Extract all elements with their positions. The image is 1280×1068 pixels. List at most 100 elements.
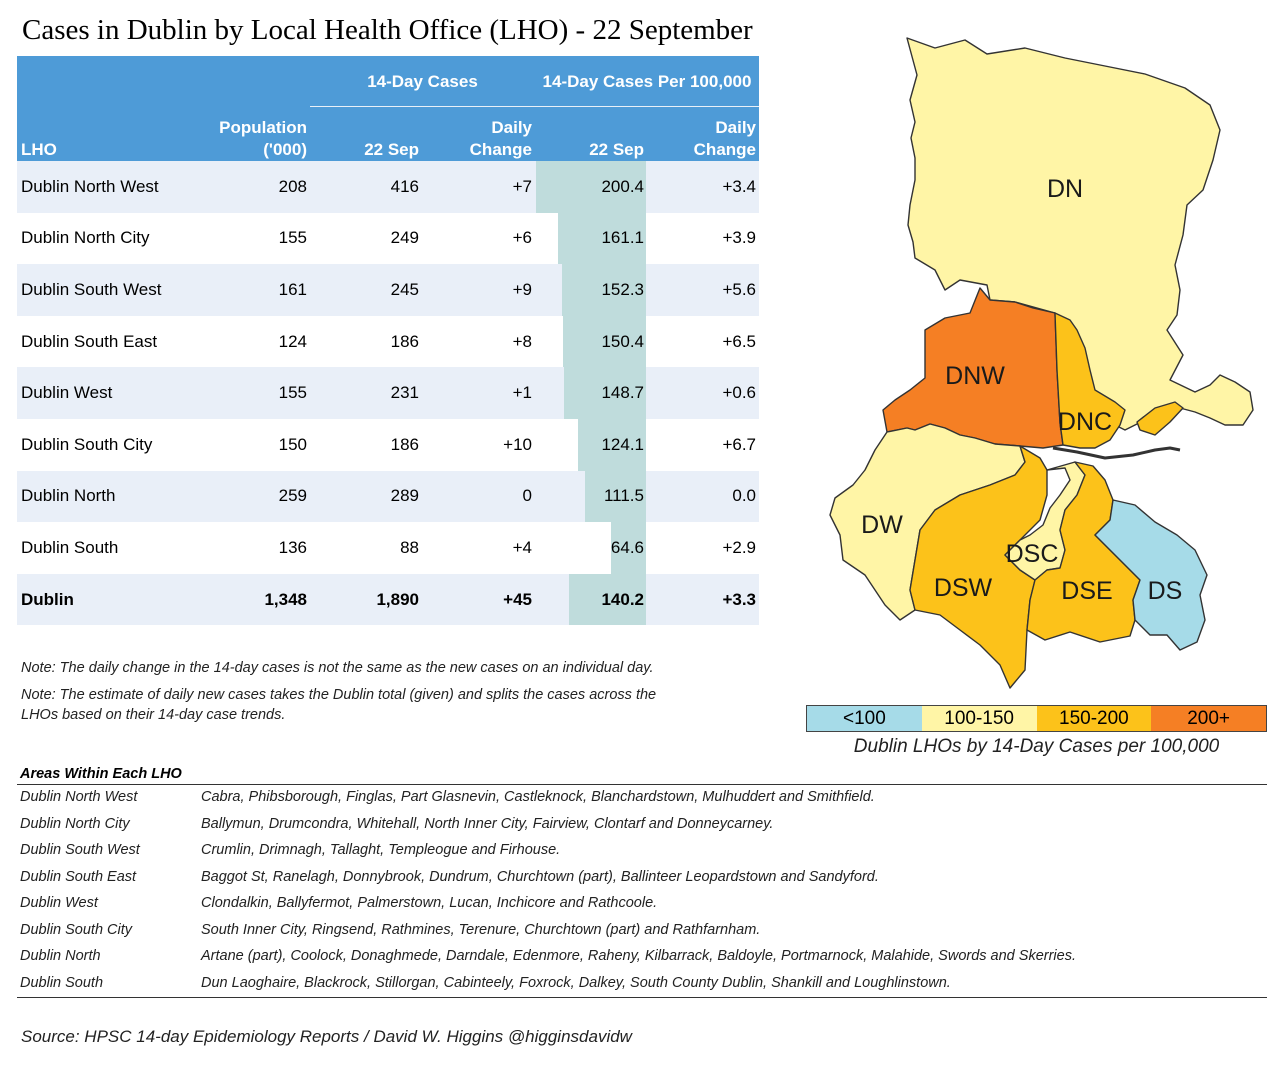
col-header-rate-change-2: Change [693, 140, 756, 159]
table-total-row: Dublin 1,348 1,890 +45 140.2 +3.3 [17, 573, 759, 626]
area-list-text: Artane (part), Coolock, Donaghmede, Darn… [201, 948, 1076, 964]
table-row: Dublin West 155 231 +1 148.7 +0.6 [17, 367, 759, 419]
rate-change-cell: +2.9 [722, 537, 756, 557]
areas-top-rule [17, 784, 1267, 785]
lho-cell: Dublin South West [21, 279, 162, 299]
cases-change-cell: +9 [512, 279, 532, 299]
population-cell: 259 [278, 486, 307, 506]
rate-bar [562, 264, 646, 316]
cases-cell: 88 [400, 537, 419, 557]
map-label-dn: DN [1047, 175, 1083, 203]
rate-change-cell: +6.7 [722, 434, 756, 454]
group-header-per100k: 14-Day Cases Per 100,000 [542, 72, 752, 91]
areas-heading: Areas Within Each LHO [20, 766, 182, 782]
cases-change-cell: +6 [512, 228, 532, 248]
cases-cell: 186 [390, 434, 419, 454]
col-header-cases-change-2: Change [469, 140, 532, 159]
table-row: Dublin South West 161 245 +9 152.3 +5.6 [17, 264, 759, 316]
source-credit: Source: HPSC 14-day Epidemiology Reports… [21, 1027, 632, 1046]
rate-change-cell: +5.6 [722, 279, 756, 299]
col-header-rate-change-1: Daily [715, 118, 756, 137]
note-estimate-line-1: Note: The estimate of daily new cases ta… [21, 687, 657, 703]
group-header-cases: 14-Day Cases [367, 72, 478, 91]
rate-cell: 140.2 [601, 589, 644, 609]
table-row: Dublin North West 208 416 +7 200.4 +3.4 [17, 161, 759, 213]
map-label-dnc: DNC [1058, 408, 1112, 436]
area-row: Dublin North West Cabra, Phibsborough, Fi… [20, 789, 1260, 809]
cases-cell: 416 [390, 176, 419, 196]
rate-cell: 64.6 [610, 537, 644, 557]
area-row: Dublin West Clondalkin, Ballyfermot, Palm… [20, 895, 1260, 915]
cases-cell: 186 [390, 331, 419, 351]
cases-change-cell: +7 [512, 176, 532, 196]
lho-cell: Dublin North [21, 486, 116, 506]
cases-cell: 245 [390, 279, 419, 299]
map-label-dsc: DSC [1006, 540, 1059, 568]
area-list-text: Baggot St, Ranelagh, Donnybrook, Dundrum… [201, 868, 879, 885]
col-header-rate-date: 22 Sep [589, 140, 644, 159]
rate-bar [577, 418, 646, 471]
col-header-cases-date: 22 Sep [364, 140, 419, 159]
note-daily-change: Note: The daily change in the 14-day cas… [21, 660, 654, 676]
rate-change-cell: +6.5 [722, 331, 756, 351]
area-lho-name: Dublin South East [20, 868, 137, 885]
area-lho-name: Dublin North City [20, 815, 130, 832]
map-label-dsw: DSW [934, 574, 993, 602]
area-lho-name: Dublin North [20, 948, 101, 964]
legend-item-200-plus: 200+ [1151, 706, 1266, 731]
col-header-lho: LHO [21, 140, 57, 159]
lho-cell: Dublin South East [21, 331, 158, 351]
map-region-dnc [1054, 312, 1184, 449]
area-list-text: Ballymun, Drumcondra, Whitehall, North I… [201, 815, 774, 832]
area-row: Dublin South Dun Laoghaire, Blackrock, St… [20, 975, 1260, 995]
cases-cell: 231 [390, 383, 419, 403]
lho-cell: Dublin [21, 589, 74, 609]
rate-change-cell: +3.3 [722, 589, 756, 609]
legend-item-100-150: 100-150 [921, 706, 1037, 731]
population-cell: 155 [278, 383, 307, 403]
map-region-dn [906, 37, 1254, 431]
rate-cell: 124.1 [601, 434, 644, 454]
table-row: Dublin South City 150 186 +10 124.1 +6.7 [17, 418, 759, 471]
map-label-dse: DSE [1061, 577, 1112, 605]
dublin-lho-map: DN DNW DNC DW DSC DSW DSE DS [829, 37, 1254, 689]
map-legend: <100 100-150 150-200 200+ [806, 705, 1267, 732]
table-row: Dublin North City 155 249 +6 161.1 +3.9 [17, 212, 759, 265]
area-row: Dublin North City Ballymun, Drumcondra, W… [20, 816, 1260, 836]
rate-bar [563, 315, 646, 368]
cases-cell: 289 [390, 486, 419, 506]
table-body: Dublin North West 208 416 +7 200.4 +3.4 Dublin… [17, 161, 759, 626]
cases-change-cell: +4 [512, 537, 532, 557]
population-cell: 155 [278, 228, 307, 248]
rate-cell: 152.3 [601, 279, 644, 299]
col-header-population-1: Population [219, 118, 307, 137]
rate-change-cell: +3.9 [722, 228, 756, 248]
page-title: Cases in Dublin by Local Health Office (… [22, 14, 753, 46]
population-cell: 1,348 [264, 589, 307, 609]
area-list-text: Crumlin, Drimnagh, Tallaght, Templeogue … [201, 842, 561, 858]
lho-cell: Dublin South [21, 537, 119, 557]
rate-bar [569, 573, 646, 626]
cases-change-cell: +1 [512, 383, 532, 403]
rate-bar [584, 470, 646, 523]
area-lho-name: Dublin South West [20, 842, 140, 858]
map-label-dnw: DNW [945, 362, 1005, 390]
area-list-text: South Inner City, Ringsend, Rathmines, T… [201, 921, 761, 938]
rate-change-cell: +0.6 [722, 383, 756, 403]
map-region-ds [1094, 499, 1208, 651]
areas-bottom-rule [17, 997, 1267, 998]
rate-cell: 111.5 [603, 486, 644, 506]
col-header-cases-change-1: Daily [491, 118, 532, 137]
cases-table: 14-Day Cases 14-Day Cases Per 100,000 LH… [17, 56, 759, 626]
rate-change-cell: 0.0 [732, 486, 756, 506]
area-list-text: Cabra, Phibsborough, Finglas, Part Glasn… [201, 789, 875, 805]
map-region-dsw [909, 445, 1048, 689]
area-row: Dublin South West Crumlin, Drimnagh, Tall… [20, 842, 1260, 862]
cases-change-cell: +45 [503, 589, 532, 609]
population-cell: 161 [278, 279, 307, 299]
legend-caption: Dublin LHOs by 14-Day Cases per 100,000 [853, 736, 1220, 757]
rate-bar [557, 212, 646, 265]
col-header-population-2: ('000) [263, 140, 307, 159]
rate-change-cell: +3.4 [722, 176, 756, 196]
area-lho-name: Dublin South [20, 974, 104, 991]
